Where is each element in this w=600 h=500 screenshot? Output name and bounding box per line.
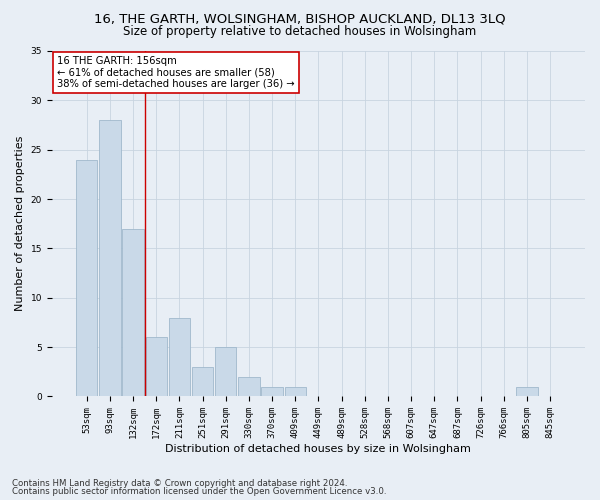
Text: Contains HM Land Registry data © Crown copyright and database right 2024.: Contains HM Land Registry data © Crown c… [12, 478, 347, 488]
Bar [169, 318, 190, 396]
Bar [146, 337, 167, 396]
Bar [76, 160, 97, 396]
Text: Size of property relative to detached houses in Wolsingham: Size of property relative to detached ho… [124, 25, 476, 38]
Y-axis label: Number of detached properties: Number of detached properties [15, 136, 25, 312]
Bar [516, 386, 538, 396]
Text: Contains public sector information licensed under the Open Government Licence v3: Contains public sector information licen… [12, 487, 386, 496]
Bar [215, 347, 236, 397]
Text: 16, THE GARTH, WOLSINGHAM, BISHOP AUCKLAND, DL13 3LQ: 16, THE GARTH, WOLSINGHAM, BISHOP AUCKLA… [94, 12, 506, 26]
Bar [192, 367, 213, 396]
Bar [238, 376, 260, 396]
Bar [262, 386, 283, 396]
X-axis label: Distribution of detached houses by size in Wolsingham: Distribution of detached houses by size … [166, 444, 472, 454]
Bar [284, 386, 306, 396]
Bar [122, 228, 143, 396]
Text: 16 THE GARTH: 156sqm
← 61% of detached houses are smaller (58)
38% of semi-detac: 16 THE GARTH: 156sqm ← 61% of detached h… [57, 56, 295, 90]
Bar [99, 120, 121, 396]
